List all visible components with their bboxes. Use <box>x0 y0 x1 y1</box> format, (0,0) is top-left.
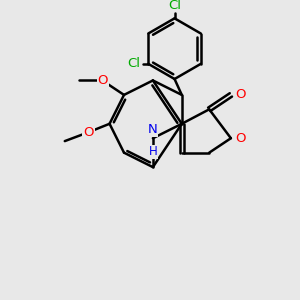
Text: O: O <box>235 132 246 145</box>
Text: N: N <box>148 123 158 136</box>
Text: Cl: Cl <box>127 57 140 70</box>
Text: Cl: Cl <box>168 0 181 12</box>
Text: O: O <box>83 126 94 139</box>
Text: O: O <box>235 88 246 101</box>
Text: H: H <box>148 146 157 158</box>
Text: O: O <box>98 74 108 87</box>
